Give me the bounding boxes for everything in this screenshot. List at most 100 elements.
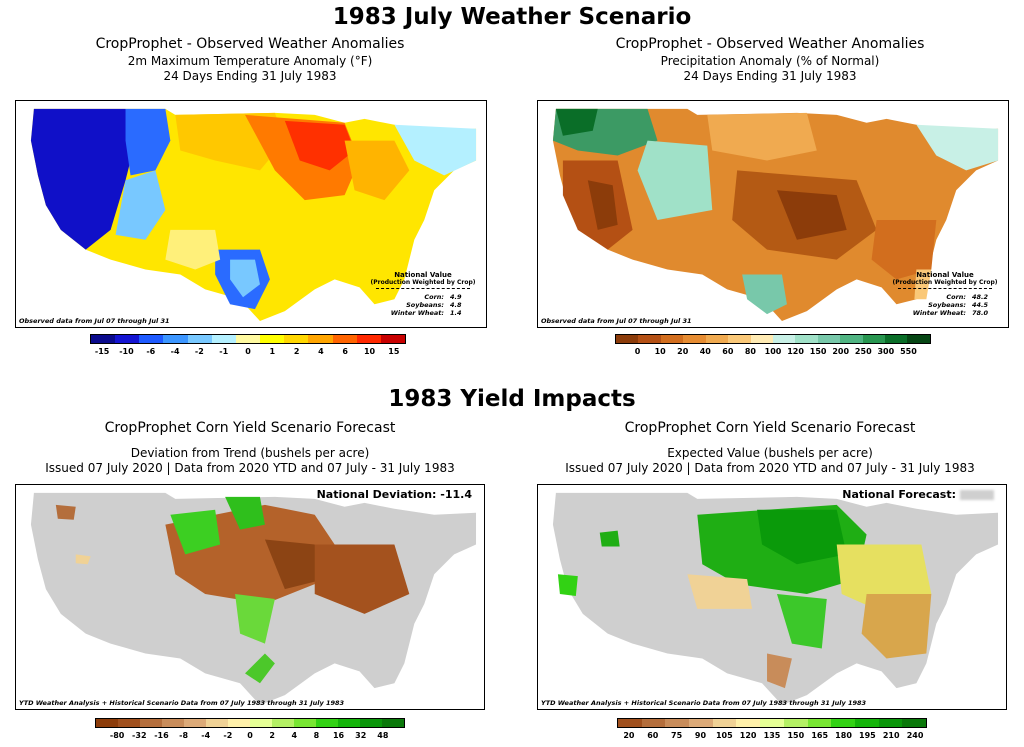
colorbar-swatch [356, 335, 381, 343]
colorbar-swatch [235, 335, 261, 343]
colorbar-tick-label: 75 [671, 731, 683, 740]
national-value-subtitle: (Production Weighted by Crop) [892, 278, 998, 286]
colorbar-tick-label: 180 [835, 731, 852, 740]
us-map-deviation [30, 492, 477, 706]
colorbar-swatch [284, 335, 309, 343]
colorbar-swatch [660, 335, 684, 343]
national-row-corn: Corn: 48.2 [886, 293, 1004, 301]
colorbar [615, 334, 931, 344]
colorbar-swatch [332, 335, 357, 343]
precipitation-anomaly-panel: CropProphet - Observed Weather Anomalies… [520, 36, 1020, 356]
colorbar-swatch [140, 719, 162, 727]
national-row-soybeans: Soybeans: 44.5 [886, 301, 1004, 309]
colorbar-swatch [728, 335, 751, 343]
colorbar-tick-label: 2 [293, 347, 300, 356]
colorbar-swatch [638, 335, 661, 343]
row-label: Soybeans: [928, 300, 966, 309]
colorbar-tick-label: 120 [787, 347, 804, 356]
colorbar-swatch [817, 335, 841, 343]
national-row-winter-wheat: Winter Wheat: 78.0 [886, 309, 1004, 317]
map-footnote: YTD Weather Analysis + Historical Scenar… [541, 699, 867, 707]
panel-subtitle: Deviation from Trend (bushels per acre) [130, 445, 370, 460]
colorbar-swatch [360, 719, 382, 727]
row-label: Winter Wheat: [390, 308, 444, 317]
national-value-title: National Value [916, 270, 974, 279]
colorbar-swatch [689, 719, 713, 727]
colorbar-swatch [272, 719, 294, 727]
colorbar-tick-label: -4 [201, 731, 211, 740]
colorbar-tick-label: 0 [634, 347, 641, 356]
us-map-temperature [30, 108, 477, 322]
colorbar-swatch [840, 335, 863, 343]
colorbar-tick-label: -10 [119, 347, 134, 356]
colorbar-tick-label: 250 [854, 347, 872, 356]
national-row-winter-wheat: Winter Wheat: 1.4 [364, 309, 482, 317]
colorbar-tick-label: -6 [146, 347, 156, 356]
colorbar-tick-label: 2 [269, 731, 275, 740]
colorbar-swatch [308, 335, 333, 343]
yield-expected-value-panel: CropProphet Corn Yield Scenario Forecast… [520, 420, 1020, 740]
colorbar-tick-label: 165 [811, 731, 829, 740]
national-value-title: National Value [394, 270, 452, 279]
colorbar-tick-label: 8 [313, 731, 320, 740]
colorbar-swatch [854, 719, 879, 727]
colorbar-swatch [641, 719, 666, 727]
colorbar-tick-label: 135 [763, 731, 781, 740]
colorbar-tick-label: 0 [247, 731, 253, 740]
colorbar-swatch [878, 719, 903, 727]
panel-header: CropProphet - Observed Weather Anomalies… [0, 36, 500, 84]
colorbar-tick-label: 80 [744, 347, 756, 356]
colorbar [617, 718, 927, 728]
panel-title: CropProphet - Observed Weather Anomalies [615, 36, 925, 52]
us-map-expected-value [552, 492, 999, 706]
row-value: 1.4 [450, 308, 462, 317]
panel-subtitle: 2m Maximum Temperature Anomaly (°F) [127, 53, 373, 68]
colorbar [90, 334, 406, 344]
colorbar-swatch [260, 335, 285, 343]
colorbar-swatch [831, 719, 855, 727]
colorbar-swatch [760, 719, 784, 727]
colorbar-tick-label: -8 [179, 731, 189, 740]
row-value: 48.2 [972, 292, 989, 301]
row-label: Corn: [424, 292, 444, 301]
redacted-value [960, 490, 994, 500]
colorbar-tick-label: -80 [109, 731, 125, 740]
colorbar-swatch [807, 719, 832, 727]
colorbar-swatch [616, 335, 639, 343]
colorbar-tick-label: 90 [694, 731, 707, 740]
yield-expected-value-map: National Forecast: YTD Weather Analysis … [537, 484, 1007, 710]
national-row-corn: Corn: 4.9 [364, 293, 482, 301]
colorbar-swatch [184, 719, 206, 727]
colorbar-swatch [338, 719, 360, 727]
colorbar-swatch [115, 335, 140, 343]
panel-period: 24 Days Ending 31 July 1983 [683, 68, 857, 83]
row-label: Soybeans: [406, 300, 444, 309]
colorbar-swatch [316, 719, 338, 727]
colorbar-swatch [885, 335, 908, 343]
colorbar-tick-label: 16 [332, 731, 345, 740]
panel-subtitle: Expected Value (bushels per acre) [667, 445, 873, 460]
panel-issued: Issued 07 July 2020 | Data from 2020 YTD… [565, 460, 975, 475]
colorbar-swatch [96, 719, 118, 727]
colorbar-swatch [294, 719, 316, 727]
colorbar-swatch [211, 335, 236, 343]
colorbar-swatch [902, 719, 926, 727]
colorbar-swatch [228, 719, 250, 727]
national-forecast-label: National Forecast: [842, 488, 956, 501]
colorbar-tick-label: 15 [388, 347, 400, 356]
precipitation-map: National Value (Production Weighted by C… [537, 100, 1009, 328]
colorbar-tick-label: 300 [877, 347, 895, 356]
us-map-precipitation [552, 108, 999, 322]
national-value-box: National Value (Production Weighted by C… [886, 271, 1004, 317]
national-deviation: National Deviation: -11.4 [317, 488, 472, 501]
colorbar-tick-label: -2 [223, 731, 233, 740]
colorbar-tick-label: 150 [787, 731, 805, 740]
temperature-anomaly-panel: CropProphet - Observed Weather Anomalies… [0, 36, 500, 356]
colorbar-tick-label: 4 [318, 347, 324, 356]
national-forecast: National Forecast: [842, 488, 994, 501]
section-title-yield: 1983 Yield Impacts [388, 386, 636, 412]
colorbar-tick-label: 10 [363, 347, 376, 356]
colorbar-swatch [712, 719, 737, 727]
colorbar-tick-label: 20 [677, 347, 689, 356]
colorbar-swatch [862, 335, 886, 343]
